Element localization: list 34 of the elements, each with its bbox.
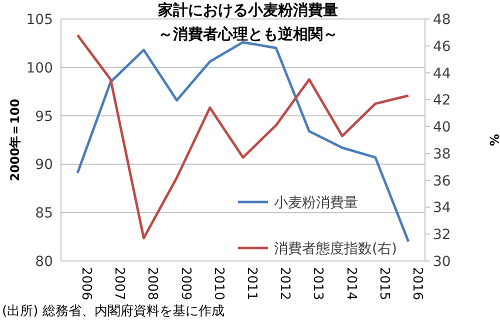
y-tick-label: 85 xyxy=(35,206,53,222)
y2-tick-label: 32 xyxy=(433,227,451,244)
x-tick-label: 2013 xyxy=(310,267,326,300)
x-tick-label: 2012 xyxy=(277,267,292,300)
x-tick-label: 2015 xyxy=(376,267,392,300)
legend-label: 消費者態度指数(右) xyxy=(274,241,397,257)
y2-tick-label: 36 xyxy=(433,173,451,190)
y2-tick-label: 34 xyxy=(433,200,451,216)
y-tick-label: 100 xyxy=(26,60,53,76)
y2-axis-title: % xyxy=(487,134,500,146)
y2-tick-label: 40 xyxy=(433,120,451,136)
y2-tick-label: 42 xyxy=(433,92,451,109)
y2-tick-label: 44 xyxy=(433,66,451,82)
x-tick-label: 2010 xyxy=(210,267,226,300)
y-tick-label: 80 xyxy=(35,254,53,270)
y2-tick-label: 48 xyxy=(433,12,451,28)
legend-label: 小麦粉消費量 xyxy=(274,195,358,211)
x-tick-label: 2007 xyxy=(112,267,127,300)
chart-title: 家計における小麦粉消費量 xyxy=(157,1,338,19)
x-tick-label: 2006 xyxy=(78,267,94,300)
y2-tick-label: 38 xyxy=(433,146,451,162)
x-tick-label: 2014 xyxy=(343,267,358,300)
y2-tick-label: 46 xyxy=(433,38,451,55)
x-tick-label: 2009 xyxy=(178,267,193,300)
y-tick-label: 95 xyxy=(35,108,53,125)
y-tick-label: 90 xyxy=(35,157,53,174)
y-tick-label: 105 xyxy=(26,12,53,28)
y2-tick-label: 30 xyxy=(433,254,451,270)
y-axis-title: 2000年＝100 xyxy=(8,98,22,182)
x-tick-label: 2008 xyxy=(144,267,160,300)
text: ～消費者心理とも逆相関～ xyxy=(158,25,338,43)
text: (出所) 総務省、内閣府資料を基に作成 xyxy=(2,303,224,319)
x-tick-label: 2016 xyxy=(409,267,424,300)
x-tick-label: 2011 xyxy=(244,267,259,300)
